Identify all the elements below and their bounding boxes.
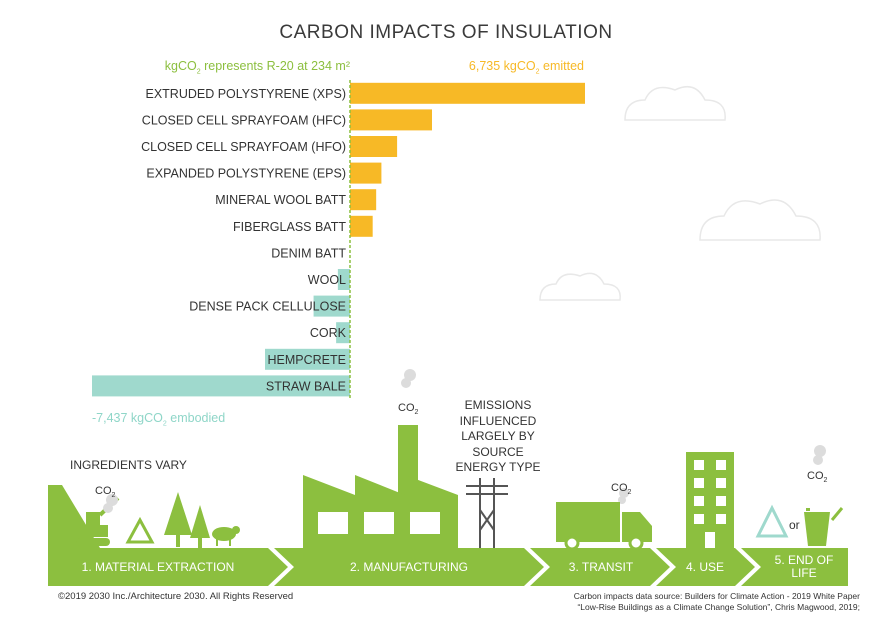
- bar: [92, 375, 350, 397]
- stage-manufacturing: 2. MANUFACTURING: [349, 559, 468, 574]
- category-label: DENIM BATT: [271, 246, 346, 260]
- category-label: CORK: [310, 326, 347, 340]
- bar: [336, 322, 350, 344]
- bar: [350, 215, 373, 237]
- sheep-icon: [212, 526, 240, 546]
- category-label: CLOSED CELL SPRAYFOAM (HFC): [142, 113, 346, 127]
- category-label: STRAW BALE: [266, 379, 346, 393]
- stage-material-extraction: 1. MATERIAL EXTRACTION: [81, 559, 235, 574]
- bar: [350, 162, 382, 184]
- bar: [350, 109, 432, 131]
- bar: [350, 82, 585, 104]
- or-label: or: [789, 518, 800, 532]
- co2-label: CO2: [611, 482, 632, 497]
- max-emitted-label: 6,735 kgCO2 emitted: [468, 59, 584, 76]
- category-label: MINERAL WOOL BATT: [215, 193, 346, 207]
- bars-group: EXTRUDED POLYSTYRENE (XPS) CLOSED CELL SP…: [92, 80, 585, 400]
- min-embodied-label: -7,437 kgCO2 embodied: [92, 411, 226, 428]
- unit-note: kgCO2 represents R-20 at 234 m²: [164, 59, 350, 76]
- emissions-note: EMISSIONS INFLUENCED LARGELY BY SOURCE E…: [455, 398, 541, 474]
- recycle-icon-end: [755, 504, 789, 538]
- trash-bin-icon: [804, 507, 844, 546]
- tree-icon: [164, 492, 210, 548]
- bar: [350, 136, 398, 157]
- bar: [337, 269, 350, 290]
- smoke-icon: [103, 369, 826, 513]
- category-label: HEMPCRETE: [268, 353, 346, 367]
- category-label: CLOSED CELL SPRAYFOAM (HFO): [141, 140, 346, 154]
- truck-icon: [556, 502, 652, 551]
- stage-transit: 3. TRANSIT: [568, 559, 634, 574]
- co2-label: CO2: [398, 402, 419, 417]
- recycle-icon: [125, 516, 155, 544]
- category-label: FIBERGLASS BATT: [233, 220, 346, 234]
- stage-use: 4. USE: [685, 559, 724, 574]
- category-label: EXTRUDED POLYSTYRENE (XPS): [145, 87, 346, 101]
- factory-icon: [303, 425, 458, 548]
- power-pole-icon: [466, 478, 508, 548]
- bar: [350, 189, 377, 211]
- chart-title: CARBON IMPACTS OF INSULATION: [279, 22, 613, 43]
- source-note: Carbon impacts data source: Builders for…: [573, 591, 860, 612]
- co2-label: CO2: [807, 470, 828, 485]
- lifecycle-illustration: [48, 369, 848, 586]
- category-label: WOOL: [308, 273, 346, 287]
- copyright: ©2019 2030 Inc./Architecture 2030. All R…: [58, 591, 294, 602]
- category-label: EXPANDED POLYSTYRENE (EPS): [146, 167, 346, 181]
- stage-arrows: [48, 548, 848, 586]
- bar: [265, 348, 350, 370]
- building-icon: [686, 452, 734, 548]
- cloud-icon: [539, 85, 821, 301]
- stage-end-of-life: 5. END OF LIFE: [774, 553, 834, 580]
- co2-label: CO2: [95, 485, 116, 500]
- ingredients-note: INGREDIENTS VARY: [70, 458, 187, 472]
- category-label: DENSE PACK CELLULOSE: [189, 300, 346, 314]
- bar: [313, 295, 350, 317]
